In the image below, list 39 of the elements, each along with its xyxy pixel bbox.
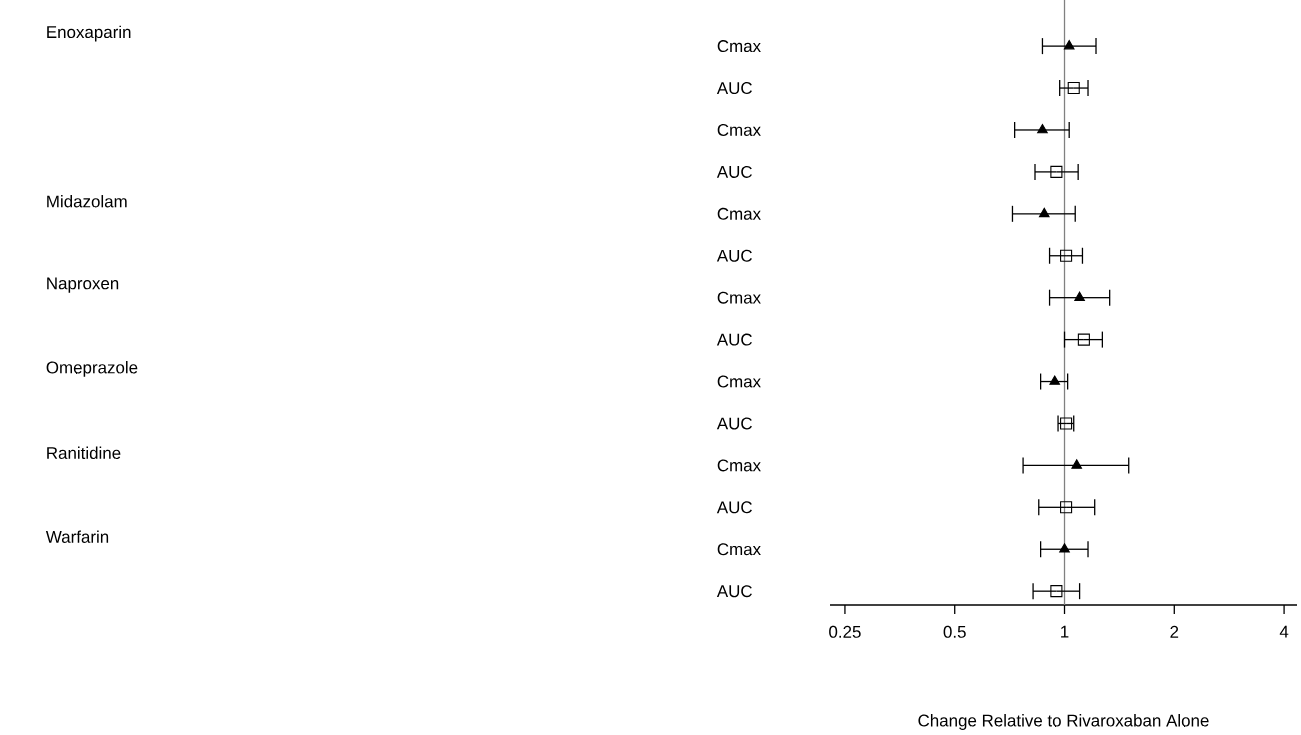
text: Midazolam xyxy=(47,195,127,208)
x-tick-label: 4 xyxy=(1279,625,1289,638)
y-tick-label: Cmax xyxy=(717,459,761,472)
point xyxy=(1060,249,1073,262)
y-tick-label: Cmax xyxy=(717,40,761,53)
y-tick-label: Cmax xyxy=(717,123,761,136)
point xyxy=(1067,82,1080,95)
x-tick-label: 1 xyxy=(1061,625,1069,638)
text: Omeprazole xyxy=(46,361,138,377)
point xyxy=(1077,333,1090,346)
point xyxy=(1049,375,1061,385)
x-tick-label: 0.5 xyxy=(943,625,966,638)
y-tick-label: AUC xyxy=(716,165,752,178)
point xyxy=(1050,585,1063,598)
y-tick-label: Cmax xyxy=(717,543,761,556)
text: Warfarin xyxy=(45,530,109,543)
y-tick-label: AUC xyxy=(716,333,752,346)
point xyxy=(1038,207,1050,218)
point xyxy=(1071,459,1083,469)
point xyxy=(1074,291,1085,301)
y-tick-label: Cmax xyxy=(717,207,761,220)
point xyxy=(1037,123,1048,134)
point xyxy=(1060,501,1073,514)
point xyxy=(1063,40,1075,50)
text: Ranitidine xyxy=(47,446,121,460)
point xyxy=(1050,165,1063,178)
x-axis-title: Change Relative to Rivaroxaban Alone xyxy=(918,714,1209,730)
y-tick-label: Cmax xyxy=(717,375,761,388)
y-tick-label: AUC xyxy=(716,82,752,95)
point xyxy=(1059,543,1070,553)
text: Naproxen xyxy=(47,277,119,293)
y-tick-label: AUC xyxy=(716,249,752,262)
text: Enoxaparin xyxy=(47,25,131,42)
y-tick-label: AUC xyxy=(716,417,752,430)
x-tick-label: 2 xyxy=(1170,625,1179,638)
y-tick-label: AUC xyxy=(716,501,752,514)
y-tick-label: Cmax xyxy=(717,291,761,304)
x-tick-label: 0.25 xyxy=(829,625,861,638)
y-tick-label: AUC xyxy=(716,585,752,598)
